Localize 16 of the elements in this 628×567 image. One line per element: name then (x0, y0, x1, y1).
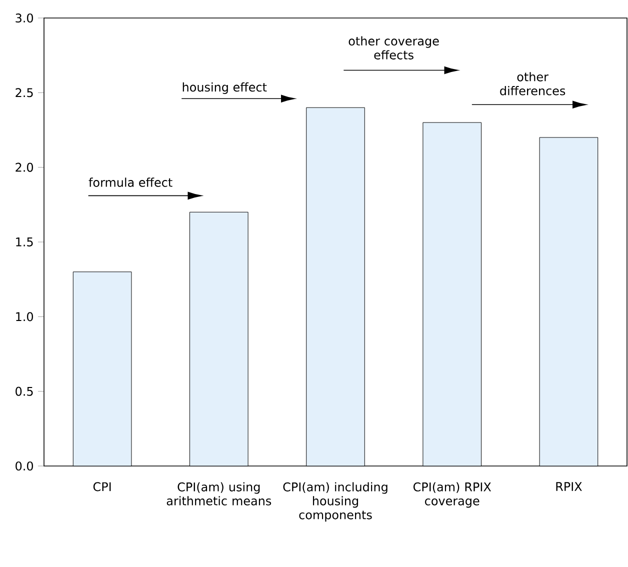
annotation: other differences (500, 72, 566, 96)
x-tick-label: CPI(am) including housing components (283, 482, 388, 522)
y-tick-label: 2.0 (16, 162, 34, 172)
y-tick-label: 2.5 (16, 88, 33, 98)
annotation: housing effect (182, 82, 267, 94)
x-tick-label: CPI (93, 482, 111, 492)
y-tick-label: 0.0 (16, 461, 34, 471)
x-tick-label: RPIX (556, 482, 582, 491)
annotation: other coverage effects (348, 36, 439, 60)
x-tick-label: CPI(am) RPIX coverage (413, 482, 492, 508)
x-tick-label: CPI(am) using arithmetic means (166, 482, 272, 506)
y-tick-label: 1.0 (16, 312, 34, 322)
annotation: formula effect (88, 178, 172, 187)
y-tick-label: 0.5 (16, 386, 33, 396)
y-tick-label: 3.0 (16, 13, 34, 23)
y-tick-label: 1.5 (16, 238, 33, 246)
